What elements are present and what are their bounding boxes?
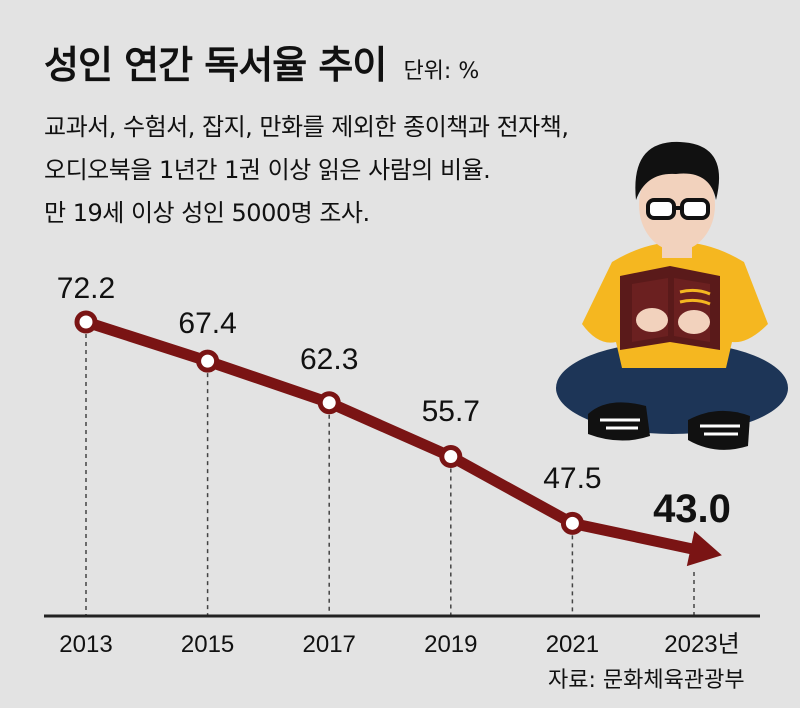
data-point-2013 <box>74 310 98 334</box>
data-point-2021 <box>560 511 584 535</box>
data-point-2019 <box>439 444 463 468</box>
value-labels: 72.2 67.4 62.3 55.7 47.5 43.0 <box>57 272 731 531</box>
subtitle-line-1: 교과서, 수험서, 잡지, 만화를 제외한 종이책과 전자책, <box>44 113 569 141</box>
series-path <box>80 316 697 555</box>
value-label-2021: 47.5 <box>543 462 601 495</box>
chart-title: 성인 연간 독서율 추이 <box>44 43 387 87</box>
book-stripes <box>679 288 711 306</box>
glasses-right-lens <box>680 198 710 220</box>
subtitle-line-3: 만 19세 이상 성인 5000명 조사. <box>44 199 370 227</box>
source-note: 자료: 문화체육관광부 <box>548 668 745 693</box>
value-label-2017: 62.3 <box>300 343 358 376</box>
x-tick-labels: 2013 2015 2017 2019 2021 2023년 <box>59 631 739 658</box>
glasses-left-lens <box>646 198 676 220</box>
subtitle-line-2: 오디오북을 1년간 1권 이상 읽은 사람의 비율. <box>44 156 491 184</box>
face-shape <box>639 159 715 251</box>
arrowhead-icon <box>686 530 722 567</box>
left-shoe-laces <box>600 418 640 430</box>
series-line <box>80 316 722 567</box>
x-tick-2023년: 2023년 <box>664 631 739 658</box>
reader-illustration <box>556 141 788 450</box>
right-hand-shape <box>678 310 710 334</box>
value-label-2013: 72.2 <box>57 272 115 305</box>
value-label-2019: 55.7 <box>422 395 480 428</box>
right-shoe-icon <box>688 410 750 450</box>
hair-shape <box>635 141 720 200</box>
title-row: 성인 연간 독서율 추이 단위: % <box>44 34 479 89</box>
data-point-2015 <box>196 349 220 373</box>
data-markers <box>74 310 584 535</box>
x-tick-2021: 2021 <box>546 631 599 658</box>
x-tick-2019: 2019 <box>424 631 477 658</box>
right-shoe-laces <box>700 424 740 436</box>
x-tick-2017: 2017 <box>303 631 356 658</box>
subtitle: 교과서, 수험서, 잡지, 만화를 제외한 종이책과 전자책, 오디오북을 1년… <box>44 106 569 235</box>
x-tick-2013: 2013 <box>59 631 112 658</box>
value-label-2015: 67.4 <box>178 307 236 340</box>
vertical-guides <box>85 334 695 616</box>
value-label-2023년: 43.0 <box>653 487 731 531</box>
left-hand-shape <box>636 308 668 332</box>
data-point-2017 <box>317 391 341 415</box>
x-tick-2015: 2015 <box>181 631 234 658</box>
unit-label: 단위: % <box>403 59 480 84</box>
